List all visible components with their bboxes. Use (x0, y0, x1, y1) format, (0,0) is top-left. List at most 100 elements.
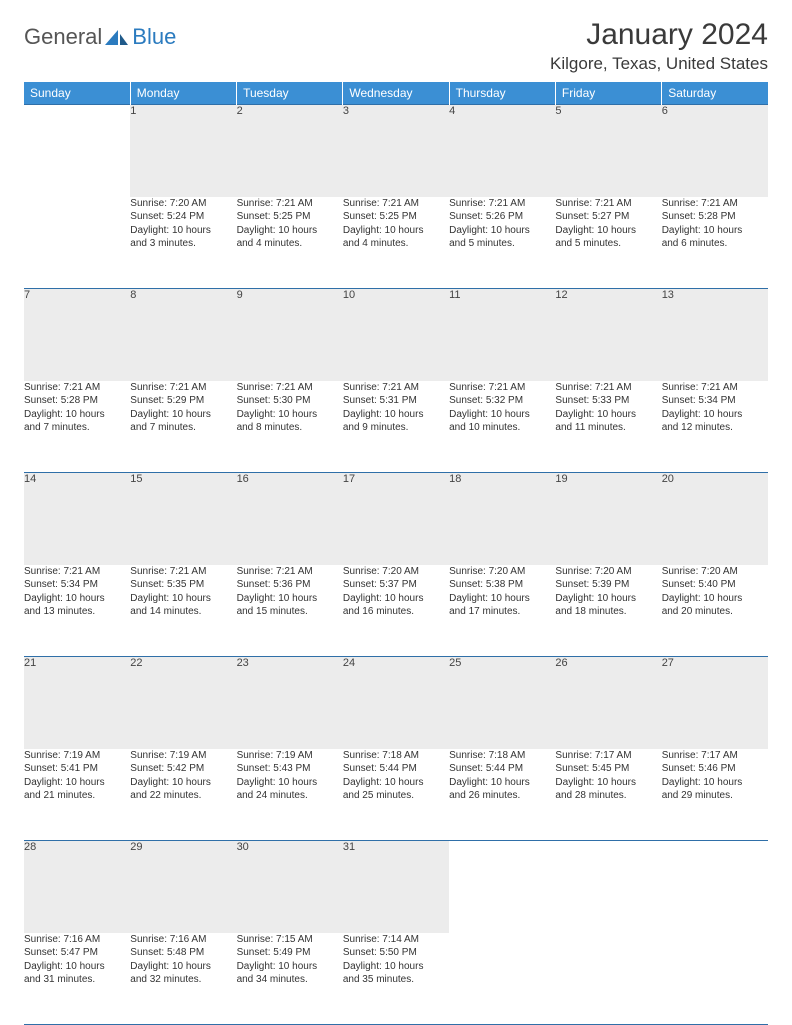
day-content-cell: Sunrise: 7:21 AMSunset: 5:29 PMDaylight:… (130, 381, 236, 473)
sunset-text: Sunset: 5:24 PM (130, 210, 236, 224)
sunset-text: Sunset: 5:40 PM (662, 578, 768, 592)
day-number-cell: 5 (555, 105, 661, 197)
sunrise-text: Sunrise: 7:20 AM (449, 565, 555, 579)
weekday-header-row: Sunday Monday Tuesday Wednesday Thursday… (24, 82, 768, 105)
day-number-cell: 27 (662, 657, 768, 749)
sunrise-text: Sunrise: 7:18 AM (449, 749, 555, 763)
day-number-row: 78910111213 (24, 289, 768, 381)
sunrise-text: Sunrise: 7:17 AM (662, 749, 768, 763)
day-content-cell: Sunrise: 7:19 AMSunset: 5:41 PMDaylight:… (24, 749, 130, 841)
daylight-text: Daylight: 10 hours (343, 224, 449, 238)
daylight-text: Daylight: 10 hours (237, 408, 343, 422)
day-number-row: 28293031 (24, 841, 768, 933)
sunset-text: Sunset: 5:48 PM (130, 946, 236, 960)
day-content-cell (24, 197, 130, 289)
day-content-cell: Sunrise: 7:20 AMSunset: 5:40 PMDaylight:… (662, 565, 768, 657)
daylight-text: Daylight: 10 hours (24, 592, 130, 606)
sunrise-text: Sunrise: 7:21 AM (237, 381, 343, 395)
sunset-text: Sunset: 5:27 PM (555, 210, 661, 224)
day-number-cell: 2 (237, 105, 343, 197)
day-content-cell: Sunrise: 7:17 AMSunset: 5:46 PMDaylight:… (662, 749, 768, 841)
daylight-text: Daylight: 10 hours (555, 224, 661, 238)
sunset-text: Sunset: 5:46 PM (662, 762, 768, 776)
sunset-text: Sunset: 5:49 PM (237, 946, 343, 960)
daylight-text: Daylight: 10 hours (662, 408, 768, 422)
day-content-cell (555, 933, 661, 1025)
sunset-text: Sunset: 5:50 PM (343, 946, 449, 960)
daylight-text: Daylight: 10 hours (130, 592, 236, 606)
daylight-text: and 31 minutes. (24, 973, 130, 987)
weekday-header: Thursday (449, 82, 555, 105)
day-number-cell: 4 (449, 105, 555, 197)
day-content-cell: Sunrise: 7:20 AMSunset: 5:38 PMDaylight:… (449, 565, 555, 657)
sunset-text: Sunset: 5:36 PM (237, 578, 343, 592)
day-number-row: 123456 (24, 105, 768, 197)
day-content-row: Sunrise: 7:21 AMSunset: 5:34 PMDaylight:… (24, 565, 768, 657)
header: General Blue January 2024 Kilgore, Texas… (24, 18, 768, 74)
daylight-text: Daylight: 10 hours (343, 960, 449, 974)
sunset-text: Sunset: 5:32 PM (449, 394, 555, 408)
sunrise-text: Sunrise: 7:14 AM (343, 933, 449, 947)
day-content-cell: Sunrise: 7:16 AMSunset: 5:47 PMDaylight:… (24, 933, 130, 1025)
day-number-cell: 26 (555, 657, 661, 749)
daylight-text: Daylight: 10 hours (343, 408, 449, 422)
sunset-text: Sunset: 5:47 PM (24, 946, 130, 960)
sunrise-text: Sunrise: 7:21 AM (449, 197, 555, 211)
day-content-cell: Sunrise: 7:21 AMSunset: 5:30 PMDaylight:… (237, 381, 343, 473)
sunset-text: Sunset: 5:42 PM (130, 762, 236, 776)
daylight-text: and 34 minutes. (237, 973, 343, 987)
sunrise-text: Sunrise: 7:20 AM (555, 565, 661, 579)
sunrise-text: Sunrise: 7:21 AM (237, 197, 343, 211)
day-number-cell: 6 (662, 105, 768, 197)
day-content-cell: Sunrise: 7:21 AMSunset: 5:34 PMDaylight:… (24, 565, 130, 657)
sunset-text: Sunset: 5:33 PM (555, 394, 661, 408)
daylight-text: and 4 minutes. (237, 237, 343, 251)
day-content-cell: Sunrise: 7:18 AMSunset: 5:44 PMDaylight:… (343, 749, 449, 841)
day-content-cell: Sunrise: 7:21 AMSunset: 5:33 PMDaylight:… (555, 381, 661, 473)
sunset-text: Sunset: 5:31 PM (343, 394, 449, 408)
daylight-text: and 11 minutes. (555, 421, 661, 435)
sunrise-text: Sunrise: 7:20 AM (130, 197, 236, 211)
day-number-cell: 28 (24, 841, 130, 933)
day-content-cell: Sunrise: 7:21 AMSunset: 5:34 PMDaylight:… (662, 381, 768, 473)
daylight-text: and 25 minutes. (343, 789, 449, 803)
daylight-text: and 8 minutes. (237, 421, 343, 435)
daylight-text: Daylight: 10 hours (449, 224, 555, 238)
weekday-header: Wednesday (343, 82, 449, 105)
weekday-header: Monday (130, 82, 236, 105)
daylight-text: Daylight: 10 hours (24, 408, 130, 422)
daylight-text: Daylight: 10 hours (237, 224, 343, 238)
location: Kilgore, Texas, United States (550, 54, 768, 74)
day-content-row: Sunrise: 7:20 AMSunset: 5:24 PMDaylight:… (24, 197, 768, 289)
daylight-text: and 7 minutes. (24, 421, 130, 435)
day-content-cell: Sunrise: 7:19 AMSunset: 5:42 PMDaylight:… (130, 749, 236, 841)
daylight-text: Daylight: 10 hours (449, 408, 555, 422)
daylight-text: and 22 minutes. (130, 789, 236, 803)
daylight-text: Daylight: 10 hours (662, 224, 768, 238)
day-content-cell: Sunrise: 7:21 AMSunset: 5:27 PMDaylight:… (555, 197, 661, 289)
day-content-cell: Sunrise: 7:21 AMSunset: 5:26 PMDaylight:… (449, 197, 555, 289)
daylight-text: Daylight: 10 hours (130, 776, 236, 790)
sunrise-text: Sunrise: 7:21 AM (555, 381, 661, 395)
day-number-cell (555, 841, 661, 933)
day-number-cell: 18 (449, 473, 555, 565)
day-content-cell (662, 933, 768, 1025)
sunrise-text: Sunrise: 7:21 AM (130, 381, 236, 395)
day-content-cell: Sunrise: 7:21 AMSunset: 5:28 PMDaylight:… (662, 197, 768, 289)
day-number-cell: 22 (130, 657, 236, 749)
daylight-text: Daylight: 10 hours (662, 776, 768, 790)
daylight-text: and 10 minutes. (449, 421, 555, 435)
sunrise-text: Sunrise: 7:20 AM (662, 565, 768, 579)
sunset-text: Sunset: 5:34 PM (662, 394, 768, 408)
calendar-table: Sunday Monday Tuesday Wednesday Thursday… (24, 82, 768, 1025)
day-content-cell: Sunrise: 7:21 AMSunset: 5:32 PMDaylight:… (449, 381, 555, 473)
sunset-text: Sunset: 5:43 PM (237, 762, 343, 776)
daylight-text: and 21 minutes. (24, 789, 130, 803)
day-number-cell: 1 (130, 105, 236, 197)
sunrise-text: Sunrise: 7:19 AM (130, 749, 236, 763)
daylight-text: Daylight: 10 hours (237, 960, 343, 974)
day-content-cell: Sunrise: 7:16 AMSunset: 5:48 PMDaylight:… (130, 933, 236, 1025)
daylight-text: Daylight: 10 hours (555, 776, 661, 790)
sunset-text: Sunset: 5:44 PM (449, 762, 555, 776)
day-number-cell: 8 (130, 289, 236, 381)
